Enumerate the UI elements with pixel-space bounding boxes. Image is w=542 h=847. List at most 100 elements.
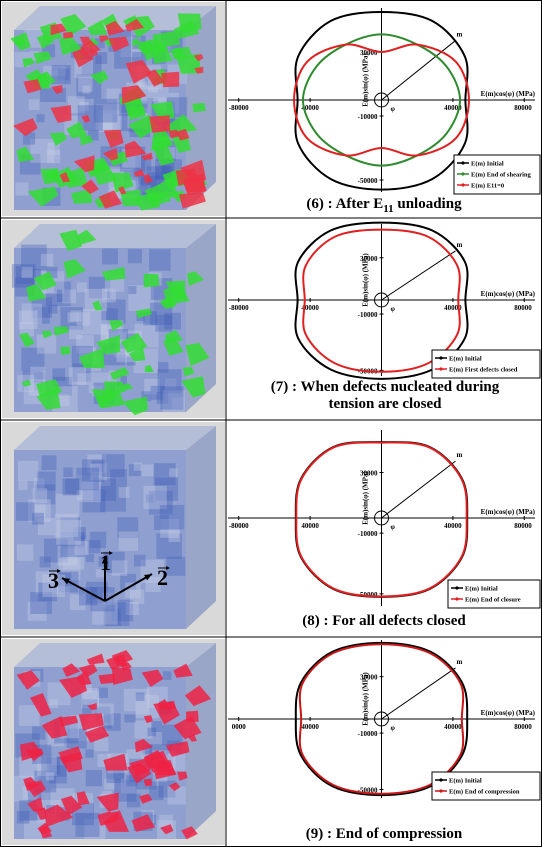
figure: 312-8000040000400008000030000-10000-5000…: [0, 0, 542, 847]
grain: [63, 467, 73, 477]
grain: [151, 721, 162, 732]
angle-label: φ: [391, 523, 396, 531]
grain: [86, 554, 94, 562]
defect: [149, 115, 170, 132]
grain: [127, 794, 141, 808]
grain: [18, 461, 38, 481]
grain: [102, 249, 118, 265]
grain: [142, 464, 154, 476]
grain: [112, 560, 127, 575]
grain: [18, 481, 27, 490]
grain: [134, 555, 146, 567]
grain: [160, 386, 183, 409]
legend-box: [432, 350, 540, 378]
x-tick-label: 40000: [301, 522, 319, 530]
x-axis-label: E(m)cos(φ) (MPa): [481, 290, 536, 298]
grain: [128, 249, 142, 263]
grain: [37, 472, 56, 491]
grain: [149, 249, 170, 270]
grain: [134, 462, 142, 470]
caption: (6) : After E11 unloading: [228, 196, 540, 218]
grain: [33, 488, 48, 503]
grain: [62, 290, 76, 304]
specimen-image: [2, 422, 225, 635]
legend-label: E(m) End of closure: [465, 597, 521, 604]
legend-marker: [461, 172, 464, 175]
grain: [158, 362, 168, 372]
grain: [56, 520, 81, 545]
grain: [49, 699, 58, 708]
grain: [76, 468, 99, 491]
y-tick-label: -10000: [358, 730, 378, 738]
caption: (9) : End of compression: [228, 826, 540, 843]
grain: [40, 557, 51, 568]
grain: [41, 254, 53, 266]
defect: [161, 72, 179, 87]
legend-label: E(m) Initial: [449, 778, 482, 785]
grain: [149, 786, 163, 800]
grain: [102, 454, 125, 477]
defect: [60, 346, 70, 355]
y-axis-label: E(m)sin(φ) (MPa): [362, 672, 370, 726]
caption-subscript: 11: [383, 203, 393, 215]
vector-m-label: m: [457, 241, 463, 249]
x-tick-label: -80000: [229, 522, 249, 530]
legend-label: E(m) Initial: [471, 161, 504, 168]
grain: [87, 540, 100, 553]
defect: [98, 674, 114, 684]
x-tick-label: -80000: [229, 304, 249, 312]
grain: [166, 557, 185, 576]
x-tick-label: 40000: [444, 723, 462, 731]
y-tick-label: -50000: [358, 177, 378, 185]
legend-label: E(m) First defects closed: [449, 367, 518, 374]
y-tick-label: -10000: [358, 530, 378, 538]
x-tick-label: 40000: [444, 522, 462, 530]
legend-label: E(m) End of shearing: [471, 172, 532, 179]
legend-label: E(m) End of compression: [449, 789, 520, 796]
x-axis-label: E(m)cos(φ) (MPa): [481, 709, 536, 717]
grain: [77, 373, 89, 385]
legend-label: E(m) Initial: [449, 356, 482, 363]
legend-label: E(m) Initial: [465, 586, 498, 593]
grain: [128, 286, 136, 294]
legend-marker: [461, 161, 464, 164]
grain: [36, 114, 44, 122]
y-axis-label: E(m)sin(φ) (MPa): [362, 253, 370, 307]
x-tick-label: 80000: [514, 304, 532, 312]
grain: [119, 531, 138, 550]
caption-text: (9) : End of compression: [306, 826, 462, 842]
caption-text: (8) : For all defects closed: [302, 613, 465, 629]
grain: [160, 505, 184, 529]
grain: [130, 590, 144, 604]
grain: [119, 487, 130, 498]
x-tick-label: 80000: [514, 723, 532, 731]
grain: [29, 99, 40, 110]
y-axis-label: E(m)sin(φ) (MPa): [362, 53, 370, 107]
legend-marker: [439, 789, 442, 792]
grain: [16, 502, 35, 521]
y-tick-label: -10000: [358, 311, 378, 319]
grain: [68, 312, 78, 322]
y-tick-label: -10000: [358, 113, 378, 121]
cube-top: [14, 224, 216, 248]
grain: [62, 478, 79, 495]
grain: [169, 468, 177, 476]
specimen-image: [2, 639, 225, 845]
x-axis-label: E(m)cos(φ) (MPa): [481, 90, 536, 98]
grain: [22, 304, 42, 324]
grain: [94, 99, 118, 123]
grain: [15, 182, 28, 195]
x-tick-label: -80000: [229, 104, 249, 112]
specimen-image: [2, 2, 225, 216]
grain: [86, 770, 102, 786]
legend-marker: [439, 367, 442, 370]
cube-side: [186, 426, 216, 629]
grain: [82, 86, 90, 94]
vector-m: [382, 668, 456, 719]
grain: [136, 692, 145, 701]
legend-box: [432, 772, 540, 800]
grain: [106, 308, 118, 320]
legend-marker: [455, 597, 458, 600]
y-axis-label: E(m)sin(φ) (MPa): [362, 471, 370, 525]
grain: [17, 811, 30, 824]
